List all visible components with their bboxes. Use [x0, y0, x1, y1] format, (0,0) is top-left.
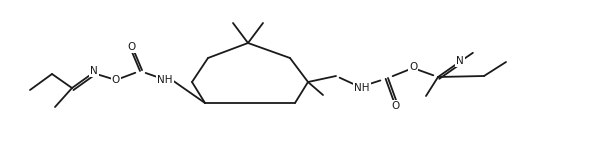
Text: NH: NH [354, 83, 370, 93]
Text: N: N [456, 56, 464, 66]
Text: NH: NH [157, 75, 173, 85]
Text: O: O [409, 62, 417, 72]
Text: O: O [112, 75, 120, 85]
Text: O: O [392, 101, 400, 111]
Text: N: N [90, 66, 98, 76]
Text: O: O [127, 42, 135, 52]
